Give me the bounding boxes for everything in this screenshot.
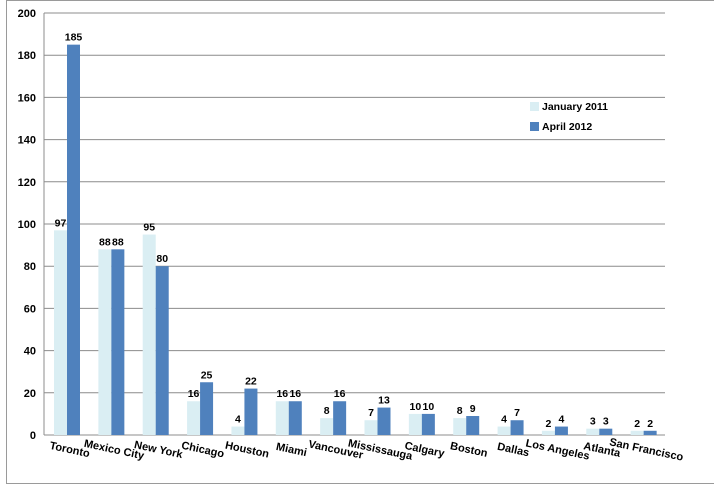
y-tick-label: 120 [18,177,36,189]
data-label: 7 [368,407,374,419]
bar [409,414,422,435]
y-tick-label: 60 [24,303,36,315]
data-label: 16 [289,388,301,400]
bar [244,389,257,435]
bar [276,401,289,435]
data-label: 88 [112,236,124,248]
data-label: 4 [235,414,241,426]
legend: January 2011 April 2012 [530,101,608,133]
bar [365,420,378,435]
data-label: 25 [201,369,213,381]
x-tick-label: Houston [224,440,270,461]
data-label: 88 [99,236,111,248]
data-label: 2 [546,418,552,430]
x-tick-label: Chicago [180,440,225,461]
data-label: 3 [590,416,596,428]
data-label: 10 [423,401,435,413]
bar [187,401,200,435]
bar [156,266,169,435]
data-label: 8 [457,405,463,417]
data-label: 2 [634,418,640,430]
data-label: 3 [603,416,609,428]
data-label: 16 [334,388,346,400]
legend-label: January 2011 [542,101,608,113]
bar [466,416,479,435]
data-label: 22 [245,376,257,388]
y-tick-label: 40 [24,346,36,358]
data-label: 10 [410,401,422,413]
y-tick-label: 140 [18,135,36,147]
data-label: 4 [501,414,507,426]
bar [289,401,302,435]
bar [200,382,213,435]
bar [54,230,67,435]
data-label: 13 [378,395,390,407]
y-tick-label: 200 [18,8,36,20]
bar [98,249,111,435]
bar [498,427,511,435]
x-tick-label: Los Angeles [525,437,591,462]
y-tick-label: 160 [18,92,36,104]
data-label: 185 [65,32,83,44]
data-label: 97 [55,217,67,229]
bar [542,431,555,435]
legend-swatch [530,102,539,111]
data-label: 2 [647,418,653,430]
x-tick-label: Boston [449,440,489,460]
bar [143,235,156,435]
bar [453,418,466,435]
bar [586,429,599,435]
bar [422,414,435,435]
bar [67,45,80,435]
x-tick-label: Miami [275,441,308,459]
bar [111,249,124,435]
legend-swatch [530,122,539,131]
y-tick-label: 180 [18,50,36,62]
y-tick-label: 0 [30,430,36,442]
x-tick-label: San Francisco [608,436,684,463]
data-label: 95 [143,222,155,234]
data-label: 8 [324,405,330,417]
y-tick-label: 20 [24,388,36,400]
data-label: 7 [514,407,520,419]
bar [378,408,391,435]
data-label: 80 [156,253,168,265]
data-label: 4 [559,414,565,426]
bar [333,401,346,435]
gridlines [44,13,665,393]
data-label: 16 [276,388,288,400]
y-tick-label: 100 [18,219,36,231]
bar [320,418,333,435]
bar [599,429,612,435]
bar [555,427,568,435]
legend-label: April 2012 [542,121,592,133]
data-label: 16 [188,388,200,400]
y-tick-label: 80 [24,261,36,273]
data-label: 9 [470,403,476,415]
bar [631,431,644,435]
bar [511,420,524,435]
bar [231,427,244,435]
bar [644,431,657,435]
